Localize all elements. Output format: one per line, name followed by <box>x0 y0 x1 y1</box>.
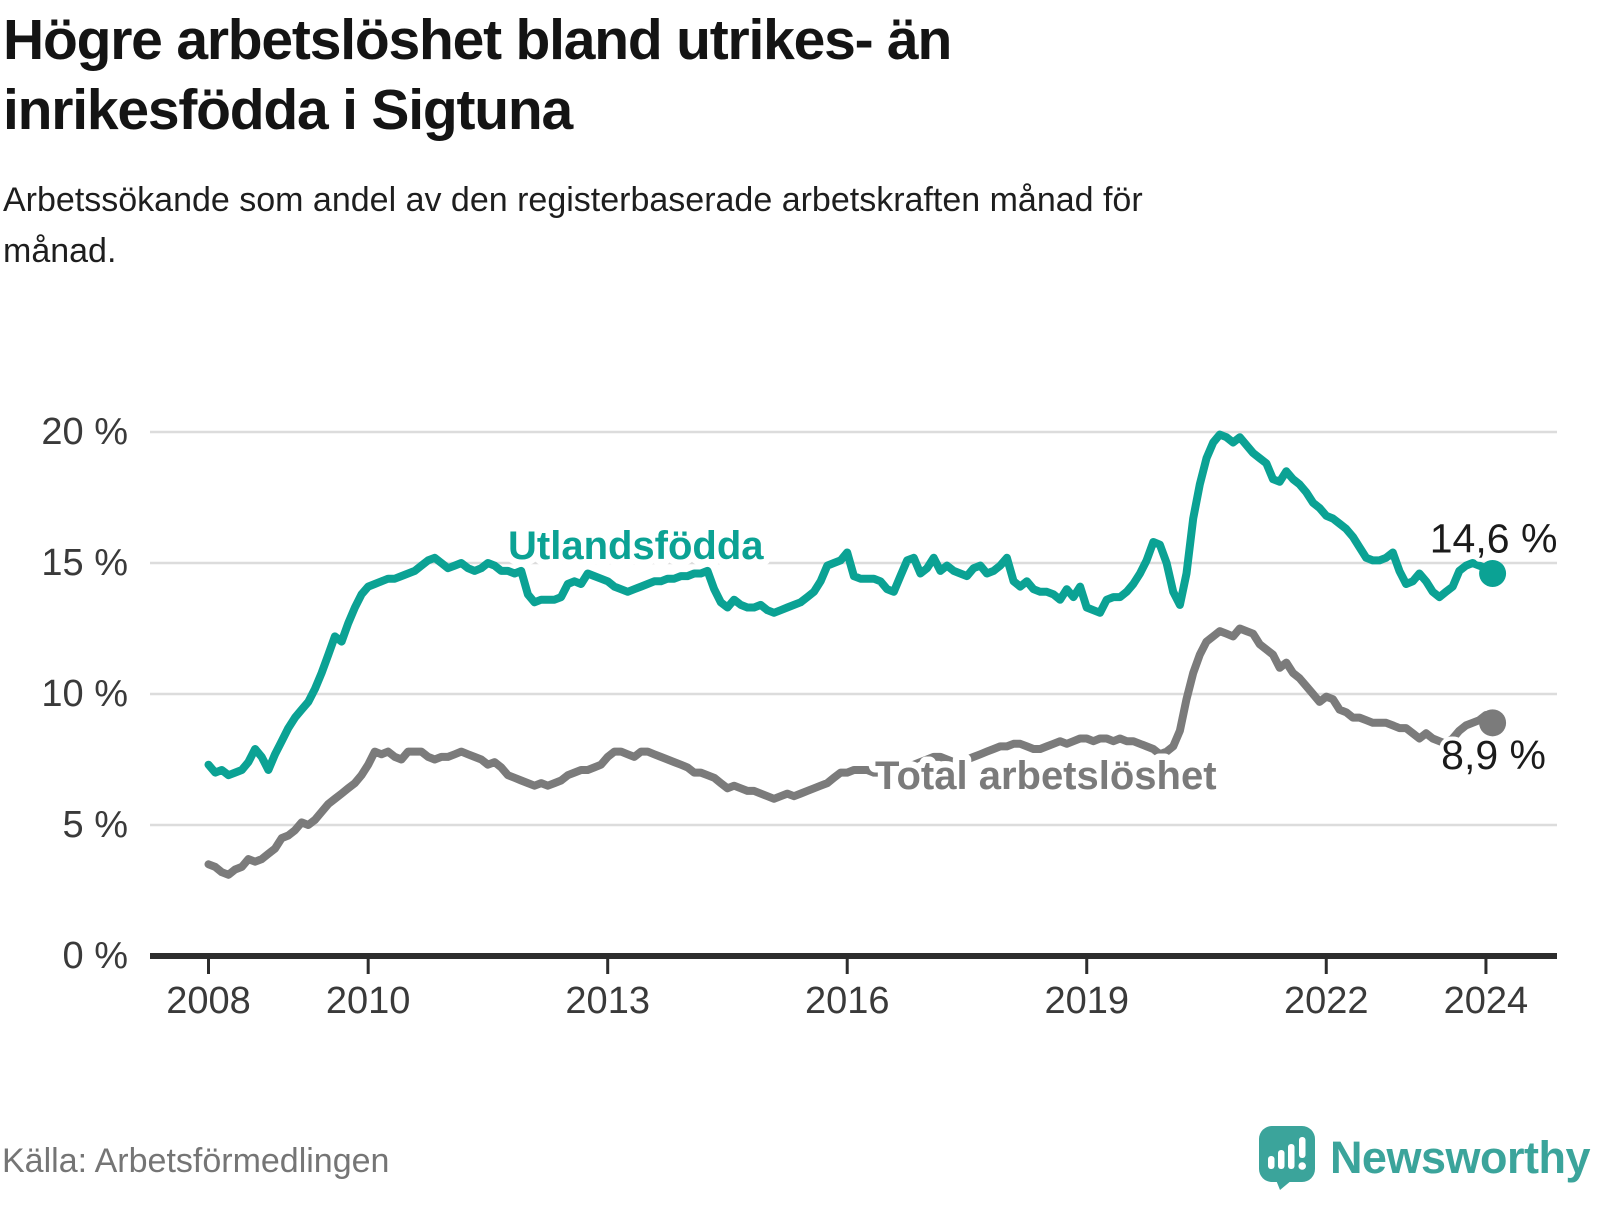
x-axis-tick-label: 2010 <box>326 980 411 1022</box>
series-end-dot <box>1479 709 1507 737</box>
x-axis-tick-label: 2024 <box>1444 980 1529 1022</box>
x-axis-tick-label: 2019 <box>1044 980 1129 1022</box>
y-axis-tick-label: 15 % <box>41 542 128 584</box>
y-axis-tick-label: 10 % <box>41 673 128 715</box>
end-value-label: 14,6 % <box>1430 515 1558 561</box>
newsworthy-logo: Newsworthy <box>1258 1126 1591 1190</box>
chart-subtitle: Arbetssökande som andel av den registerb… <box>3 181 1143 271</box>
series-line-utlandsfodda <box>204 430 1497 780</box>
source-label: Källa: Arbetsförmedlingen <box>2 1142 390 1180</box>
series-end-dot <box>1479 559 1507 587</box>
x-axis-tick-label: 2008 <box>166 980 251 1022</box>
end-value-label: 8,9 % <box>1441 732 1546 778</box>
y-axis-tick-label: 0 % <box>63 935 128 977</box>
series-label: Total arbetslöshet <box>875 754 1217 798</box>
y-axis-tick-label: 5 % <box>63 804 128 846</box>
x-axis-tick-label: 2016 <box>805 980 890 1022</box>
page-title: Högre arbetslöshet bland utrikes- än inr… <box>3 8 952 142</box>
bar-chart-speech-bubble-icon <box>1258 1126 1315 1190</box>
y-axis-tick-label: 20 % <box>41 411 128 453</box>
x-axis-tick-label: 2022 <box>1284 980 1369 1022</box>
series-label: Utlandsfödda <box>508 524 764 568</box>
newsworthy-wordmark: Newsworthy <box>1329 1132 1591 1183</box>
x-axis-tick-label: 2013 <box>565 980 650 1022</box>
series-line-total <box>204 624 1497 879</box>
chart-header: Högre arbetslöshet bland utrikes- än inr… <box>3 6 1273 277</box>
